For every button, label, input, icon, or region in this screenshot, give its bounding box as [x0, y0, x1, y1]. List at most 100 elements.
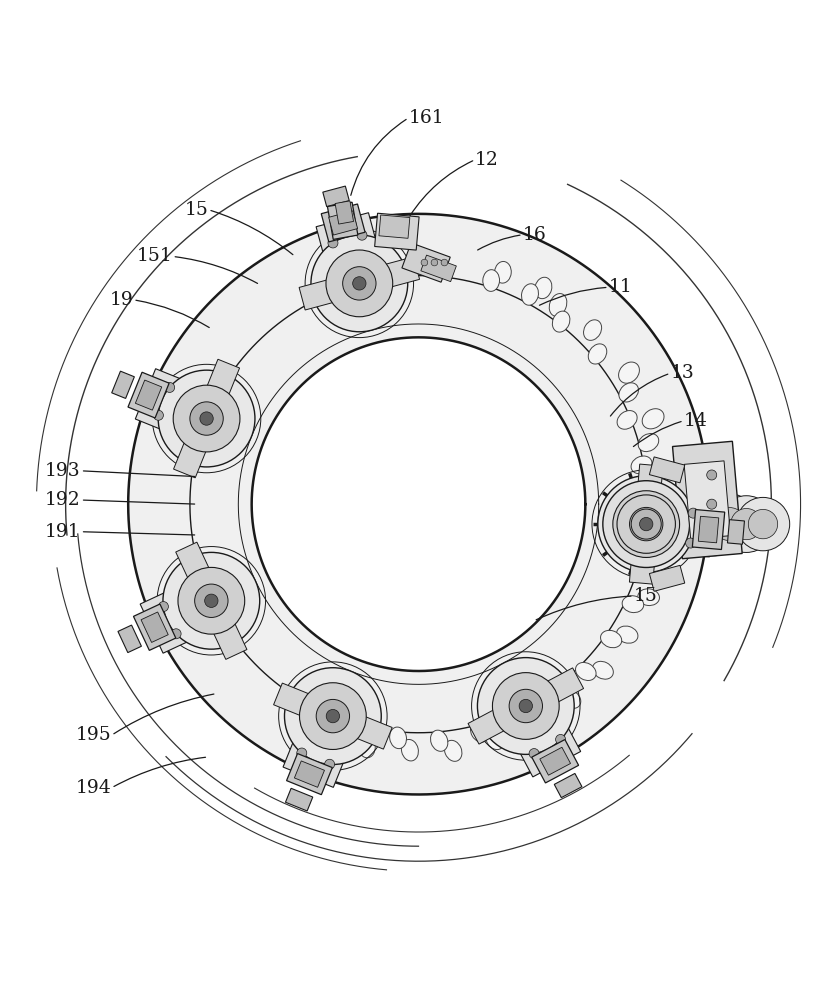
Text: 14: 14 [683, 412, 706, 430]
Polygon shape [173, 437, 208, 478]
Circle shape [205, 594, 217, 607]
Circle shape [687, 508, 697, 518]
Circle shape [153, 410, 163, 420]
Polygon shape [283, 730, 348, 787]
Polygon shape [350, 714, 392, 749]
Circle shape [712, 508, 745, 541]
Polygon shape [329, 211, 357, 235]
Polygon shape [629, 547, 655, 584]
Polygon shape [323, 186, 349, 207]
Polygon shape [697, 516, 718, 543]
Circle shape [311, 235, 407, 332]
Ellipse shape [592, 661, 613, 679]
Circle shape [171, 629, 181, 639]
Polygon shape [669, 499, 713, 557]
Ellipse shape [401, 739, 418, 761]
Circle shape [612, 491, 679, 557]
Ellipse shape [618, 383, 638, 402]
Ellipse shape [509, 710, 528, 729]
Ellipse shape [641, 409, 663, 429]
Text: 12: 12 [475, 151, 498, 169]
Circle shape [158, 370, 255, 467]
Circle shape [681, 492, 744, 556]
Circle shape [173, 385, 240, 452]
Ellipse shape [637, 434, 658, 452]
Circle shape [163, 552, 259, 649]
Circle shape [602, 481, 689, 567]
Polygon shape [513, 716, 580, 777]
Circle shape [685, 538, 695, 548]
Text: 13: 13 [670, 364, 693, 382]
Ellipse shape [390, 727, 406, 749]
Circle shape [528, 749, 538, 759]
Polygon shape [211, 618, 247, 659]
Ellipse shape [583, 320, 601, 340]
Polygon shape [401, 243, 450, 282]
Polygon shape [285, 788, 313, 811]
Polygon shape [541, 668, 583, 705]
Ellipse shape [637, 589, 659, 606]
Polygon shape [205, 359, 239, 400]
Polygon shape [375, 213, 419, 250]
Ellipse shape [552, 311, 569, 332]
Circle shape [165, 382, 175, 392]
Circle shape [284, 668, 381, 764]
Polygon shape [649, 565, 684, 591]
Circle shape [730, 508, 761, 540]
Polygon shape [683, 461, 730, 539]
Circle shape [431, 259, 437, 266]
Circle shape [421, 259, 427, 266]
Circle shape [324, 759, 334, 769]
Ellipse shape [349, 722, 365, 744]
Circle shape [699, 494, 759, 554]
Ellipse shape [470, 722, 488, 742]
Text: 191: 191 [45, 523, 80, 541]
Circle shape [508, 689, 542, 723]
Polygon shape [379, 215, 410, 238]
Circle shape [477, 658, 573, 754]
Ellipse shape [358, 736, 375, 758]
Polygon shape [133, 604, 176, 650]
Circle shape [178, 567, 244, 634]
Circle shape [597, 476, 694, 572]
Ellipse shape [430, 730, 447, 751]
Polygon shape [135, 380, 161, 410]
Polygon shape [140, 587, 199, 653]
Polygon shape [140, 612, 168, 642]
Circle shape [356, 230, 366, 240]
Circle shape [297, 748, 307, 758]
Polygon shape [316, 213, 379, 265]
Ellipse shape [521, 284, 538, 305]
Polygon shape [467, 707, 509, 744]
Polygon shape [298, 278, 339, 310]
Circle shape [747, 509, 777, 539]
Polygon shape [176, 542, 212, 584]
Circle shape [492, 673, 558, 739]
Polygon shape [118, 625, 141, 653]
Polygon shape [128, 372, 169, 418]
Polygon shape [334, 201, 353, 224]
Ellipse shape [648, 547, 670, 564]
Circle shape [616, 495, 675, 553]
Ellipse shape [494, 261, 511, 283]
Text: 161: 161 [408, 109, 444, 127]
Ellipse shape [599, 630, 621, 648]
Circle shape [518, 699, 532, 713]
Polygon shape [111, 371, 135, 398]
Text: 15: 15 [184, 201, 208, 219]
Circle shape [352, 277, 365, 290]
Circle shape [706, 499, 716, 509]
Ellipse shape [560, 690, 580, 708]
Text: 16: 16 [522, 226, 546, 244]
Circle shape [695, 507, 730, 542]
Circle shape [342, 267, 375, 300]
Ellipse shape [543, 688, 563, 707]
Polygon shape [421, 255, 456, 282]
Text: 193: 193 [45, 462, 80, 480]
Text: 11: 11 [608, 278, 632, 296]
Ellipse shape [482, 270, 499, 291]
Circle shape [200, 412, 213, 425]
Polygon shape [135, 369, 192, 434]
Circle shape [328, 238, 338, 248]
Circle shape [190, 402, 223, 435]
